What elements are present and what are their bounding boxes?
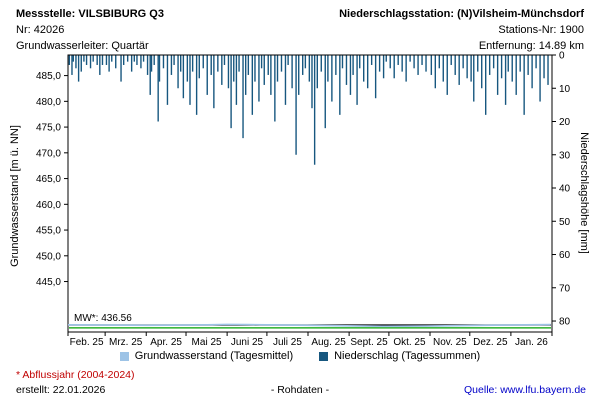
legend-item-groundwater: Grundwasserstand (Tagesmittel) bbox=[119, 350, 294, 362]
left-axis-tick-label: 480,0 bbox=[36, 97, 61, 108]
legend-label-precip: Niederschlag (Tagessummen) bbox=[334, 350, 481, 362]
legend-swatch-precip bbox=[319, 351, 329, 361]
left-axis-tick-label: 445,0 bbox=[36, 277, 61, 288]
left-axis-tick-label: 455,0 bbox=[36, 226, 61, 237]
header-right: Niederschlagsstation: (N)Vilsheim-Münchs… bbox=[339, 6, 584, 54]
x-axis-month-label: Apr. 25 bbox=[150, 337, 182, 348]
precip-station-title: Niederschlagsstation: (N)Vilsheim-Münchs… bbox=[339, 8, 584, 20]
aquifer-label: Grundwasserleiter: Quartär bbox=[16, 40, 149, 52]
left-axis-tick-label: 460,0 bbox=[36, 200, 61, 211]
legend-item-precip: Niederschlag (Tagessummen) bbox=[319, 350, 480, 362]
x-axis-month-label: Mai 25 bbox=[192, 337, 222, 348]
right-axis-tick-label: 70 bbox=[559, 283, 571, 294]
precip-bars bbox=[68, 55, 549, 165]
station-number: Nr: 42026 bbox=[16, 24, 65, 36]
left-axis-tick-label: 465,0 bbox=[36, 174, 61, 185]
right-axis-tick-label: 0 bbox=[559, 51, 565, 62]
right-axis-tick-label: 40 bbox=[559, 184, 571, 195]
mw-line-label: MW*: 436.56 bbox=[74, 313, 132, 324]
source-link[interactable]: Quelle: www.lfu.bayern.de bbox=[464, 384, 586, 396]
right-axis-tick-label: 60 bbox=[559, 250, 571, 261]
header-left: Messstelle: VILSBIBURG Q3 Nr: 42026 Grun… bbox=[16, 6, 164, 54]
x-axis-month-label: Aug. 25 bbox=[311, 337, 346, 348]
distance-label: Entfernung: 14.89 km bbox=[478, 40, 584, 52]
x-axis-month-label: Mrz. 25 bbox=[109, 337, 143, 348]
legend-swatch-groundwater bbox=[119, 351, 129, 361]
left-axis-tick-label: 470,0 bbox=[36, 148, 61, 159]
x-axis-month-label: Okt. 25 bbox=[393, 337, 426, 348]
created-date: erstellt: 22.01.2026 bbox=[16, 384, 106, 396]
rohdaten-label: - Rohdaten - bbox=[270, 384, 330, 396]
precip-station-number: Stations-Nr: 1900 bbox=[498, 24, 584, 36]
right-axis-tick-label: 10 bbox=[559, 84, 571, 95]
station-title: Messstelle: VILSBIBURG Q3 bbox=[16, 8, 164, 20]
chart-legend: Grundwasserstand (Tagesmittel) Niedersch… bbox=[0, 350, 600, 362]
groundwater-line bbox=[67, 323, 551, 328]
left-axis-tick-label: 450,0 bbox=[36, 251, 61, 262]
legend-label-groundwater: Grundwasserstand (Tagesmittel) bbox=[134, 350, 294, 362]
x-axis-month-label: Sept. 25 bbox=[350, 337, 388, 348]
plot-frame bbox=[67, 54, 553, 333]
right-axis-tick-label: 20 bbox=[559, 117, 571, 128]
x-axis-month-label: Nov. 25 bbox=[433, 337, 467, 348]
left-axis-title: Grundwasserstand [m ü. NN] bbox=[9, 125, 21, 267]
right-axis-tick-label: 30 bbox=[559, 150, 571, 161]
left-axis-tick-label: 475,0 bbox=[36, 123, 61, 134]
x-axis-month-label: Feb. 25 bbox=[70, 337, 104, 348]
x-axis-month-label: Jan. 26 bbox=[515, 337, 548, 348]
x-axis-month-label: Dez. 25 bbox=[473, 337, 508, 348]
abflussjahr-note: * Abflussjahr (2004-2024) bbox=[16, 369, 135, 381]
left-axis-tick-label: 485,0 bbox=[36, 71, 61, 82]
x-axis-month-label: Juli 25 bbox=[273, 337, 302, 348]
x-axis-month-label: Juni 25 bbox=[231, 337, 264, 348]
right-axis-tick-label: 50 bbox=[559, 217, 571, 228]
right-axis-title: Niederschlagshöhe [mm] bbox=[578, 132, 590, 254]
right-axis-tick-label: 80 bbox=[559, 317, 571, 328]
